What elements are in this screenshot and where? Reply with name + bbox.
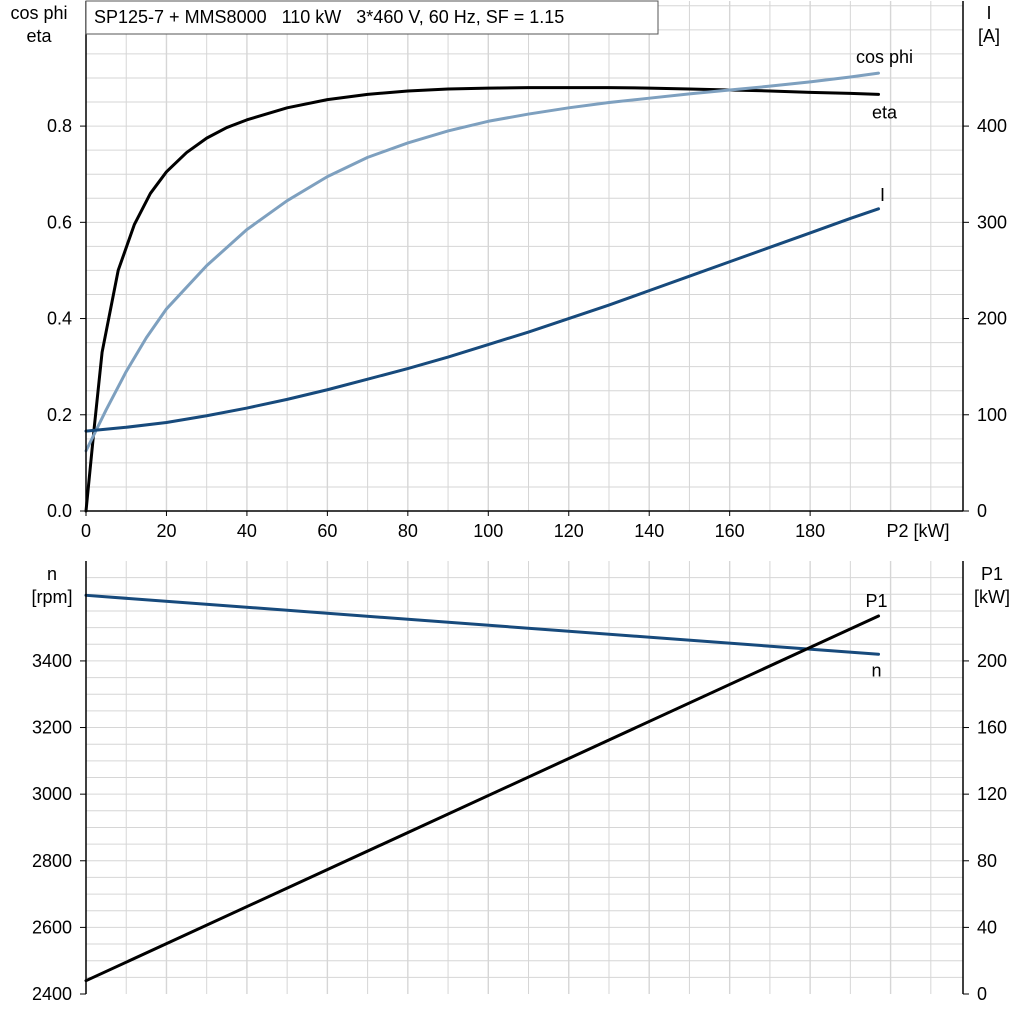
bottom-panel-frame — [85, 561, 964, 994]
speed-annotation: n — [872, 660, 882, 680]
x-tick-label: 120 — [554, 521, 584, 541]
left-tick-label: 3400 — [32, 651, 72, 671]
bottom-panel-series — [84, 593, 881, 983]
left-axis-label-eta: eta — [26, 26, 52, 46]
right-tick-label: 40 — [977, 917, 997, 937]
cos-phi-annotation: cos phi — [856, 47, 913, 67]
top-panel-frame — [85, 1, 964, 512]
input-power-curve — [84, 614, 881, 983]
x-axis-label: P2 [kW] — [886, 521, 949, 541]
left-tick-label: 0.6 — [47, 212, 72, 232]
chart-title: SP125-7 + MMS8000 110 kW 3*460 V, 60 Hz,… — [94, 7, 564, 27]
left-tick-label: 3000 — [32, 784, 72, 804]
right-tick-label: 120 — [977, 784, 1007, 804]
left-tick-label: 2800 — [32, 851, 72, 871]
right-axis-label-p1: P1 — [981, 564, 1003, 584]
speed-curve — [84, 593, 881, 656]
bottom-panel-grid — [86, 561, 963, 994]
x-tick-label: 160 — [715, 521, 745, 541]
left-tick-label: 0.8 — [47, 116, 72, 136]
right-axis-label-kw-unit: [kW] — [974, 587, 1010, 607]
right-axis-label-i: I — [986, 3, 991, 23]
right-tick-label: 0 — [977, 501, 987, 521]
left-tick-label: 3200 — [32, 718, 72, 738]
series-annotations: eta cos phi In P1 — [856, 47, 913, 680]
left-axis-label-n: n — [47, 564, 57, 584]
top-panel-series — [84, 71, 881, 513]
x-tick-label: 80 — [398, 521, 418, 541]
current-curve — [84, 207, 881, 433]
left-tick-label: 0.2 — [47, 405, 72, 425]
left-tick-label: 0.0 — [47, 501, 72, 521]
eta-curve — [84, 86, 881, 513]
x-tick-label: 100 — [473, 521, 503, 541]
current-annotation: I — [880, 185, 885, 205]
right-tick-label: 0 — [977, 984, 987, 1004]
top-panel-grid — [86, 1, 963, 511]
right-tick-label: 200 — [977, 651, 1007, 671]
bottom-panel-ticks: 2400 2600 2800 3000 3200 3400 0 40 80 120 160 200 — [32, 651, 1007, 1004]
top-panel-ticks: 0 20 40 60 80 100 120 140 160 180 0.0 0.2 0.4 0.6 0.8 0… — [47, 116, 1007, 541]
x-tick-label: 0 — [81, 521, 91, 541]
right-axis-label-amp-unit: [A] — [978, 26, 1000, 46]
left-tick-label: 0.4 — [47, 309, 72, 329]
chart-title-box: SP125-7 + MMS8000 110 kW 3*460 V, 60 Hz,… — [85, 0, 659, 35]
input-power-annotation: P1 — [866, 591, 888, 611]
x-tick-label: 180 — [795, 521, 825, 541]
right-tick-label: 100 — [977, 405, 1007, 425]
right-tick-label: 200 — [977, 309, 1007, 329]
left-tick-label: 2600 — [32, 917, 72, 937]
title-frame — [85, 0, 659, 35]
x-tick-label: 40 — [237, 521, 257, 541]
right-tick-label: 80 — [977, 851, 997, 871]
x-tick-label: 140 — [634, 521, 664, 541]
cos-phi-curve — [84, 71, 881, 453]
eta-annotation: eta — [872, 102, 898, 122]
left-axis-label-cos-phi: cos phi — [10, 3, 67, 23]
x-tick-label: 20 — [156, 521, 176, 541]
left-tick-label: 2400 — [32, 984, 72, 1004]
axis-labels: cos phi eta I [A] P2 [kW] n [rpm] P1 [kW] — [10, 3, 1010, 607]
right-tick-label: 300 — [977, 212, 1007, 232]
right-tick-label: 160 — [977, 718, 1007, 738]
x-tick-label: 60 — [317, 521, 337, 541]
left-axis-label-rpm-unit: [rpm] — [31, 587, 72, 607]
right-tick-label: 400 — [977, 116, 1007, 136]
